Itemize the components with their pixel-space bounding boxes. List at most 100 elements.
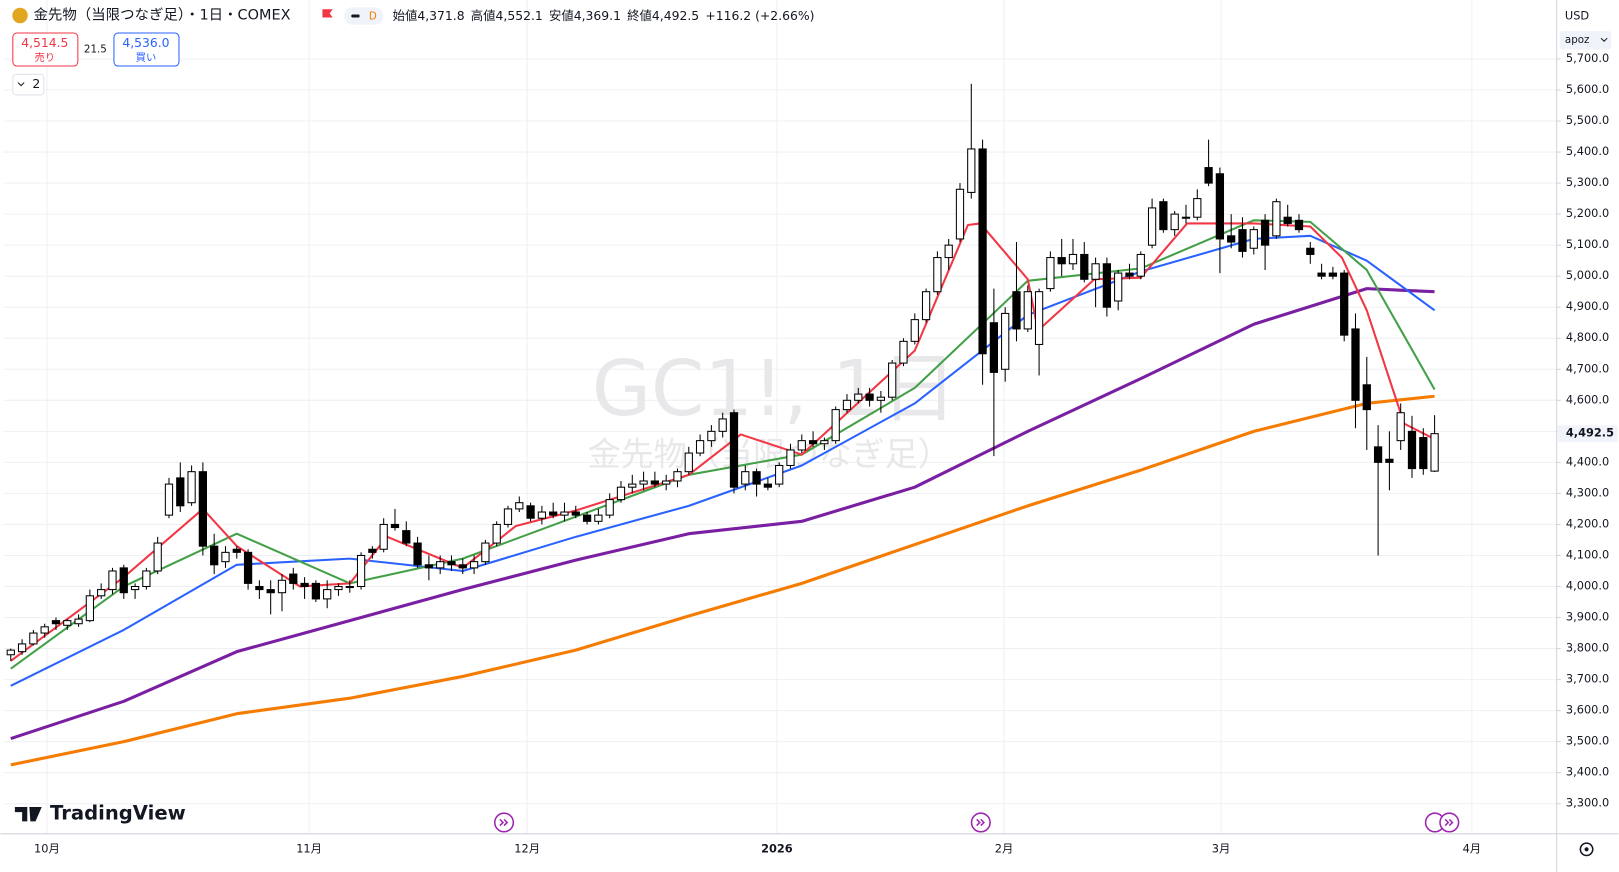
buy-button[interactable] [113, 32, 180, 67]
candle-body [662, 480, 671, 485]
candle-body [989, 322, 999, 373]
candle-body [1294, 219, 1304, 231]
candle-body [311, 582, 321, 600]
candle-body [605, 499, 614, 516]
y-tick-label: 3,600.0 [1566, 703, 1609, 717]
event-markers [493, 812, 1460, 833]
candle-body [1147, 207, 1157, 246]
candle-body [402, 530, 411, 544]
candle-body [266, 589, 275, 594]
y-tick-label: 4,700.0 [1566, 361, 1609, 375]
candle-body [1170, 213, 1179, 231]
candle-body [1012, 291, 1021, 330]
candle-body [594, 514, 603, 522]
candle-body [334, 585, 343, 591]
x-tick-label: 10月 [34, 841, 60, 855]
candle-body [560, 511, 569, 516]
candle-body [289, 573, 298, 584]
candle-body [1328, 272, 1338, 277]
y-tick-label: 4,800.0 [1566, 330, 1609, 344]
gear-icon [1579, 842, 1594, 857]
candle-body [639, 480, 648, 485]
candle-body [63, 620, 72, 626]
gear-center [1584, 847, 1589, 852]
candle-body [210, 545, 219, 566]
x-tick-label: 2026 [761, 841, 793, 855]
candle-body [85, 595, 95, 622]
ohlc-label: 終値 [627, 8, 652, 23]
y-tick-label: 3,700.0 [1566, 672, 1609, 686]
x-tick-label: 3月 [1212, 841, 1231, 855]
candle-body [933, 257, 942, 293]
ohlc-value: 4,371.8 [417, 9, 464, 23]
sell-button[interactable] [12, 32, 79, 67]
candle-body [763, 483, 773, 488]
spread: 21.5 [84, 44, 107, 56]
candle-body [176, 477, 185, 507]
candle-body [1385, 458, 1394, 463]
brand-name[interactable]: TradingView [50, 802, 186, 825]
candle-body [1023, 291, 1032, 330]
symbol-title[interactable]: 金先物（当限つなぎ足）・1日・COMEX [33, 6, 290, 23]
candle-body [164, 483, 174, 516]
candle-body [775, 464, 784, 485]
last-price-label: 4,492.5 [1566, 426, 1614, 440]
candle-body [1306, 247, 1315, 255]
y-tick-label: 4,100.0 [1566, 547, 1609, 561]
candle-body [549, 511, 558, 516]
candle-body [469, 561, 479, 569]
candle-body [345, 585, 354, 589]
candle-body [232, 548, 241, 553]
ohlc-value: 4,369.1 [574, 9, 621, 23]
candle-body [582, 514, 592, 522]
candle-body [1102, 263, 1112, 308]
y-tick-label: 5,500.0 [1566, 113, 1609, 127]
candle-body [1430, 433, 1439, 472]
x-tick-label: 11月 [296, 841, 322, 855]
y-tick-label: 5,100.0 [1566, 237, 1609, 251]
candle-body [1193, 198, 1202, 218]
candle-body [650, 480, 660, 485]
candle-body [255, 585, 264, 591]
candle-body [119, 567, 128, 594]
y-tick-label: 4,000.0 [1566, 578, 1609, 592]
y-tick-label: 5,700.0 [1566, 51, 1609, 65]
candle-body [1419, 437, 1428, 470]
candle-body [752, 471, 761, 485]
candle-body [899, 340, 908, 364]
indicators-toggle[interactable] [12, 73, 45, 96]
candle-body [447, 561, 456, 566]
y-tick-label: 3,500.0 [1566, 734, 1609, 748]
candle-body [1317, 272, 1326, 277]
candle-body [1204, 167, 1213, 184]
candle-body [876, 396, 886, 401]
y-tick-label: 4,900.0 [1566, 299, 1609, 313]
candle-body [865, 393, 874, 401]
candle-body [379, 523, 388, 550]
candle-body [616, 486, 626, 501]
candle-body [29, 632, 38, 645]
y-tick-label: 4,400.0 [1566, 454, 1609, 468]
y-tick-label: 5,400.0 [1566, 144, 1609, 158]
settings-button[interactable] [1579, 842, 1594, 857]
candle-body [481, 542, 490, 563]
watermark-name: 金先物（当限つなぎ足） [588, 435, 951, 474]
candle-body [537, 511, 547, 519]
candle-body [1159, 201, 1168, 231]
candle-body [797, 440, 806, 451]
candle-body [17, 643, 27, 653]
chevron [17, 82, 25, 87]
interval-badge[interactable] [344, 7, 384, 25]
candle-body [436, 561, 445, 569]
y-tick-label: 3,800.0 [1566, 641, 1609, 655]
candle-body [458, 564, 467, 569]
scale-menu-label: apoz [1565, 34, 1590, 46]
candle-body [1227, 235, 1236, 243]
scale-menu[interactable] [1559, 30, 1612, 50]
candle-body [390, 523, 400, 529]
currency-menu[interactable] [1559, 6, 1612, 27]
buy-price: 4,536.0 [122, 36, 169, 50]
candle-body [300, 582, 309, 588]
flag-icon[interactable] [322, 9, 333, 18]
candle-body [153, 542, 162, 572]
